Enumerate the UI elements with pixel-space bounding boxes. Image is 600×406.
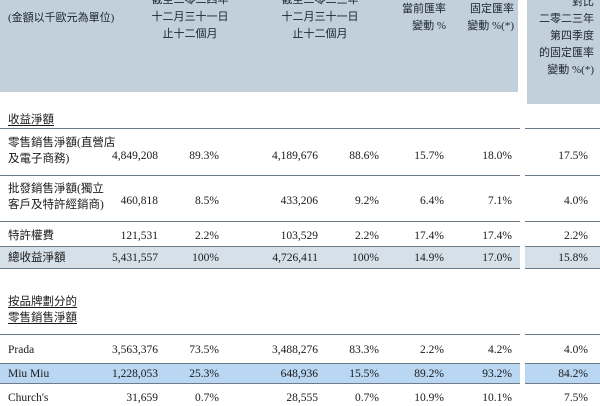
cell-fx-constant: 7.1% xyxy=(488,195,512,207)
cell-value-2023: 433,206 xyxy=(280,195,318,207)
cell-value-2024: 4,849,208 xyxy=(112,150,158,162)
cell-q4-constant: 2.2% xyxy=(564,230,588,242)
cell-share-2023: 15.5% xyxy=(349,368,379,380)
row-label-miumiu: Miu Miu xyxy=(8,368,50,380)
cell-share-2024: 8.5% xyxy=(195,195,219,207)
rule xyxy=(0,175,600,176)
highlight-row-band xyxy=(0,363,600,383)
cell-share-2023: 88.6% xyxy=(349,150,379,162)
cell-q4-constant: 4.0% xyxy=(564,195,588,207)
cell-fx-current: 15.7% xyxy=(414,150,444,162)
header-fx-current: 當前匯率 變動 % xyxy=(402,3,446,32)
cell-q4-constant: 15.8% xyxy=(558,252,588,264)
cell-fx-constant: 10.1% xyxy=(482,392,512,404)
cell-fx-current: 2.2% xyxy=(420,344,444,356)
row-label-wholesale: 批發銷售淨額(獨立 客戶及特許經銷商) xyxy=(8,183,104,211)
cell-fx-constant: 18.0% xyxy=(482,150,512,162)
cell-share-2024: 100% xyxy=(192,252,219,264)
rule xyxy=(0,268,600,269)
header-q4-constant: 對比 二零二三年 第四季度 的固定匯率 變動 %(*) xyxy=(539,0,594,76)
cell-fx-constant: 93.2% xyxy=(482,368,512,380)
cell-value-2023: 648,936 xyxy=(280,368,318,380)
rule xyxy=(0,128,600,129)
cell-value-2024: 460,818 xyxy=(120,195,158,207)
cell-value-2023: 4,189,676 xyxy=(272,150,318,162)
cell-share-2023: 0.7% xyxy=(355,392,379,404)
cell-share-2024: 73.5% xyxy=(189,344,219,356)
cell-share-2023: 9.2% xyxy=(355,195,379,207)
cell-share-2024: 89.3% xyxy=(189,150,219,162)
total-row-band xyxy=(0,246,600,268)
cell-value-2024: 31,659 xyxy=(126,392,158,404)
cell-value-2023: 103,529 xyxy=(280,230,318,242)
cell-fx-constant: 17.4% xyxy=(482,230,512,242)
rule xyxy=(0,334,600,335)
row-label-retail: 零售銷售淨額(直營店 及電子商務) xyxy=(8,137,116,165)
cell-share-2024: 2.2% xyxy=(195,230,219,242)
header-period-2023: 截至二零二三年 十二月三十一日 止十二個月 xyxy=(281,0,359,40)
cell-fx-constant: 17.0% xyxy=(482,252,512,264)
section-title-revenue: 收益淨額 xyxy=(8,114,54,126)
cell-q4-constant: 4.0% xyxy=(564,344,588,356)
row-label-total: 總收益淨額 xyxy=(8,252,66,264)
section-title-brand: 按品牌劃分的 零售銷售淨額 xyxy=(8,296,77,324)
column-separator xyxy=(520,0,525,400)
rule xyxy=(0,221,600,222)
cell-share-2023: 83.3% xyxy=(349,344,379,356)
header-period-2024: 截至二零二四年 十二月三十一日 止十二個月 xyxy=(151,0,229,40)
row-label-royalties: 特許權費 xyxy=(8,230,54,242)
unit-note: (金額以千歐元為單位) xyxy=(8,12,115,24)
rule xyxy=(0,246,600,247)
cell-fx-current: 10.9% xyxy=(414,392,444,404)
row-label-prada: Prada xyxy=(8,344,35,356)
cell-fx-constant: 4.2% xyxy=(488,344,512,356)
q4-header-band xyxy=(527,0,600,104)
cell-value-2024: 3,563,376 xyxy=(112,344,158,356)
rule xyxy=(0,383,600,384)
cell-value-2024: 1,228,053 xyxy=(112,368,158,380)
cell-value-2024: 5,431,557 xyxy=(112,252,158,264)
cell-value-2024: 121,531 xyxy=(120,230,158,242)
header-fx-constant: 固定匯率 變動 %(*) xyxy=(467,3,514,32)
cell-share-2024: 25.3% xyxy=(189,368,219,380)
cell-value-2023: 3,488,276 xyxy=(272,344,318,356)
cell-q4-constant: 17.5% xyxy=(558,150,588,162)
cell-fx-current: 89.2% xyxy=(414,368,444,380)
rule xyxy=(0,363,600,364)
table-header-band xyxy=(0,0,518,92)
cell-value-2023: 28,555 xyxy=(286,392,318,404)
cell-value-2023: 4,726,411 xyxy=(272,252,318,264)
cell-fx-current: 14.9% xyxy=(414,252,444,264)
cell-fx-current: 6.4% xyxy=(420,195,444,207)
cell-q4-constant: 84.2% xyxy=(558,368,588,380)
cell-share-2023: 2.2% xyxy=(355,230,379,242)
cell-fx-current: 17.4% xyxy=(414,230,444,242)
cell-share-2023: 100% xyxy=(352,252,379,264)
cell-share-2024: 0.7% xyxy=(195,392,219,404)
cell-q4-constant: 7.5% xyxy=(564,392,588,404)
row-label-churchs: Church's xyxy=(8,392,49,404)
